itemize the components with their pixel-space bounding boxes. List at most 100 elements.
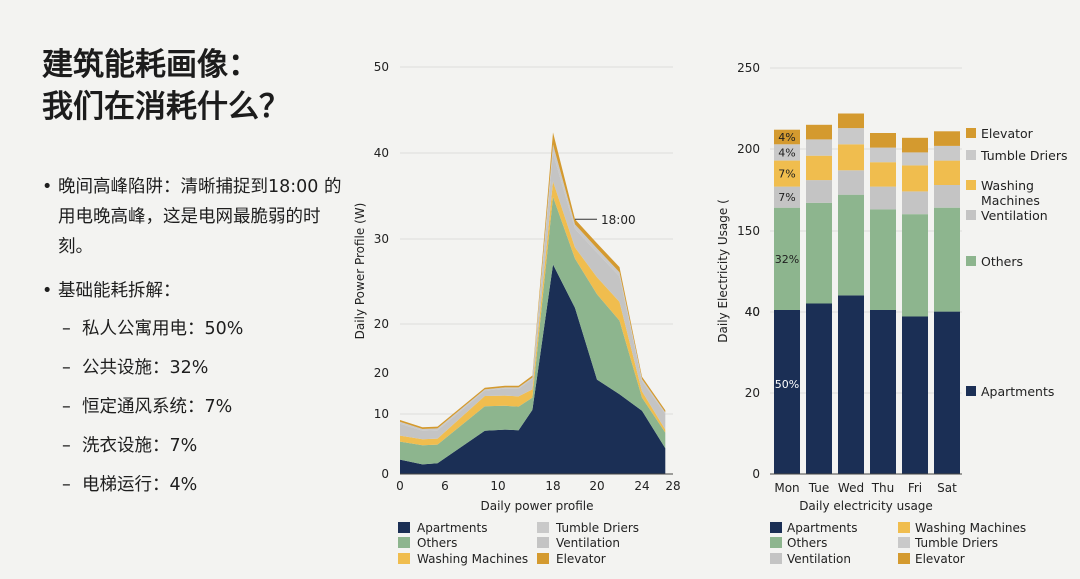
bar-data-label: 7% (778, 191, 795, 204)
bar-segment-elevator (902, 137, 928, 153)
x-tick-label: 6 (441, 479, 449, 493)
y-tick-label: 250 (737, 61, 760, 75)
bar-segment-ventilation (902, 191, 928, 215)
bar-segment-washing-machines (902, 165, 928, 192)
bar-data-label: 50% (775, 378, 799, 391)
page-title: 建筑能耗画像： 我们在消耗什么？ (42, 44, 342, 128)
x-tick-label: 28 (665, 479, 680, 493)
bar-segment-tumble-driers (774, 144, 800, 161)
bar-data-label: 4% (778, 131, 795, 144)
x-tick-label: Mon (774, 481, 799, 495)
bar-segment-apartments (934, 311, 960, 474)
bar-segment-others (902, 214, 928, 317)
y-tick-label: 200 (737, 142, 760, 156)
bar-segment-apartments (774, 310, 800, 474)
bar-segment-others (870, 209, 896, 310)
right-legend-swatch (966, 386, 976, 396)
legend-swatch (398, 522, 410, 533)
x-axis-title: Daily electricity usage (799, 499, 933, 513)
slide-text: 建筑能耗画像： 我们在消耗什么？ • 晚间高峰陷阱：清晰捕捉到18:00 的用电… (42, 44, 342, 505)
x-axis-title: Daily power profile (481, 499, 594, 513)
bar-segment-elevator (774, 129, 800, 145)
legend-label: Others (787, 536, 827, 550)
legend-swatch (398, 537, 410, 548)
y-tick-label: 40 (745, 305, 760, 319)
legend-swatch (770, 522, 782, 533)
bar-segment-apartments (806, 303, 832, 474)
legend-label: Tumble Driers (914, 536, 998, 550)
sub-item: – 私人公寓用电：50% (62, 310, 342, 349)
right-legend-swatch (966, 256, 976, 266)
bar-segment-tumble-driers (838, 128, 864, 145)
legend-label: Apartments (417, 521, 487, 535)
peak-annotation: 18:00 (601, 213, 636, 227)
bar-segment-elevator (838, 113, 864, 129)
legend-label: Others (417, 536, 457, 550)
legend-swatch (537, 553, 549, 564)
bar-data-label: 7% (778, 168, 795, 181)
bar-segment-others (774, 207, 800, 310)
right-legend-label: Machines (981, 193, 1040, 208)
bar-segment-others (838, 194, 864, 296)
sub-item-text: 电梯运行：4% (82, 475, 198, 495)
bar-segment-tumble-driers (934, 146, 960, 161)
y-tick-label: 150 (737, 224, 760, 238)
bullet-dot: • (42, 177, 53, 197)
x-tick-label: Sat (937, 481, 957, 495)
legend-label: Washing Machines (417, 552, 528, 566)
bullet-text: 基础能耗拆解： (58, 281, 181, 301)
y-tick-label: 0 (752, 467, 760, 481)
y-tick-label: 20 (374, 366, 389, 380)
right-legend-label: Ventilation (981, 208, 1048, 223)
x-tick-label: 20 (589, 479, 604, 493)
bar-segment-washing-machines (934, 160, 960, 185)
bar-segment-washing-machines (774, 160, 800, 187)
y-tick-label: 40 (374, 146, 389, 160)
y-tick-label: 30 (374, 232, 389, 246)
area-series-ventilation (400, 153, 666, 440)
sub-item-text: 公共设施：32% (82, 358, 209, 378)
right-legend-swatch (966, 210, 976, 220)
bar-segment-ventilation (806, 180, 832, 203)
bar-segment-others (934, 207, 960, 312)
x-tick-label: Fri (908, 481, 922, 495)
legend-label: Apartments (787, 521, 857, 535)
legend-swatch (898, 537, 910, 548)
sub-item: – 洗衣设施：7% (62, 427, 342, 466)
bullet-text: 晚间高峰陷阱：清晰捕捉到18:00 的用电晚高峰，这是电网最脆弱的时刻。 (58, 177, 342, 257)
legend-swatch (898, 522, 910, 533)
right-legend-label: Apartments (981, 384, 1054, 399)
right-legend-swatch (966, 150, 976, 160)
sub-item-text: 洗衣设施：7% (82, 436, 198, 456)
sub-item: – 恒定通风系统：7% (62, 388, 342, 427)
bar-segment-ventilation (934, 184, 960, 208)
legend-label: Washing Machines (915, 521, 1026, 535)
bar-segment-ventilation (838, 170, 864, 195)
bar-data-label: 32% (775, 253, 799, 266)
legend-swatch (898, 553, 910, 564)
area-series-washing-machines (400, 181, 666, 446)
legend-swatch (537, 537, 549, 548)
bar-segment-elevator (806, 124, 832, 140)
bar-segment-tumble-driers (806, 139, 832, 156)
legend-label: Elevator (556, 552, 606, 566)
y-tick-label: 20 (745, 386, 760, 400)
bar-segment-tumble-driers (870, 147, 896, 163)
dash: – (62, 358, 71, 378)
sub-item: – 电梯运行：4% (62, 466, 342, 505)
bar-segment-ventilation (870, 186, 896, 210)
dash: – (62, 436, 71, 456)
x-tick-label: 10 (490, 479, 505, 493)
legend-label: Ventilation (787, 552, 851, 566)
bullet-evening-peak: • 晚间高峰陷阱：清晰捕捉到18:00 的用电晚高峰，这是电网最脆弱的时刻。 (42, 172, 342, 262)
dash: – (62, 475, 71, 495)
x-tick-label: 0 (396, 479, 404, 493)
area-series-apartments (400, 264, 666, 474)
right-legend-swatch (966, 180, 976, 190)
y-axis-title: Daily Power Profile (W) (353, 203, 367, 340)
legend-swatch (770, 537, 782, 548)
bullet-dot: • (42, 281, 53, 301)
legend-swatch (770, 553, 782, 564)
y-tick-label: 10 (374, 407, 389, 421)
